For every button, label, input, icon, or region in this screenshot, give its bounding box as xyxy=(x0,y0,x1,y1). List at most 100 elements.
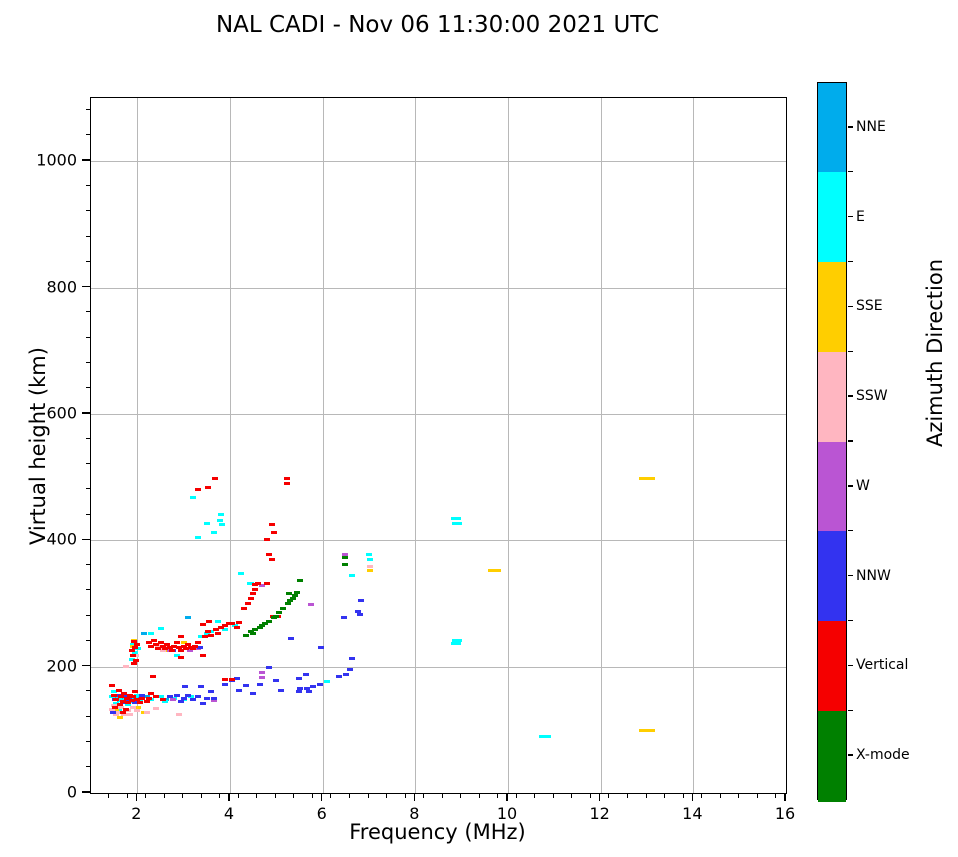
data-point-nnw xyxy=(222,682,229,686)
colorbar-segment-nnw xyxy=(818,531,846,622)
data-point-x-mode xyxy=(259,624,266,628)
data-point-nnw xyxy=(277,689,284,693)
data-point-vertical xyxy=(201,634,208,638)
data-point-e xyxy=(174,654,181,658)
y-minor-tick xyxy=(85,361,90,363)
y-minor-tick xyxy=(85,260,90,262)
data-point-w xyxy=(259,675,266,679)
x-minor-tick xyxy=(775,793,777,798)
data-point-sse xyxy=(487,569,501,573)
data-point-sse xyxy=(639,728,655,732)
data-point-nnw xyxy=(110,710,117,714)
data-point-e xyxy=(187,695,194,699)
data-point-vertical xyxy=(226,621,233,625)
data-point-vertical xyxy=(162,647,169,651)
data-point-e xyxy=(214,620,221,624)
data-point-vertical xyxy=(148,691,155,695)
data-point-ssw xyxy=(108,708,115,712)
x-minor-tick xyxy=(534,793,536,798)
data-point-nne xyxy=(185,616,192,620)
data-point-nnw xyxy=(243,684,250,688)
data-point-e xyxy=(129,643,136,647)
data-point-vertical xyxy=(134,697,141,701)
data-point-nnw xyxy=(303,686,310,690)
colorbar-tick-label: SSE xyxy=(856,298,883,315)
data-point-vertical xyxy=(180,644,187,648)
data-point-nnw xyxy=(180,696,187,700)
x-tick-label: 10 xyxy=(496,804,518,823)
data-point-vertical xyxy=(192,644,199,648)
x-minor-tick xyxy=(330,793,332,798)
data-point-nnw xyxy=(257,682,264,686)
data-point-sse xyxy=(639,477,655,481)
data-point-e xyxy=(203,632,210,636)
data-point-vertical xyxy=(215,632,222,636)
grid-line-y xyxy=(91,287,786,289)
data-point-e xyxy=(157,695,164,699)
data-point-e xyxy=(451,642,462,646)
data-point-vertical xyxy=(122,708,129,712)
data-point-nnw xyxy=(305,690,312,694)
data-point-vertical xyxy=(159,697,166,701)
colorbar-center-tick xyxy=(848,574,853,577)
y-tick-label: 200 xyxy=(46,656,77,676)
colorbar-boundary-tick xyxy=(848,619,853,622)
colorbar-title: Azimuth Direction xyxy=(923,258,947,448)
grid-line-x xyxy=(415,98,417,793)
data-point-vertical xyxy=(148,644,155,648)
data-point-vertical xyxy=(200,622,207,626)
colorbar-center-tick xyxy=(848,485,853,487)
data-point-vertical xyxy=(177,656,184,660)
x-minor-tick xyxy=(182,793,184,798)
data-point-x-mode xyxy=(273,614,280,618)
colorbar-center-tick xyxy=(848,754,853,756)
colorbar-tick-label: E xyxy=(856,208,865,225)
y-tick xyxy=(82,159,90,161)
data-point-e xyxy=(452,521,463,525)
data-point-x-mode xyxy=(243,633,250,637)
data-point-ssw xyxy=(152,707,159,711)
x-tick-label: 4 xyxy=(223,804,235,823)
data-point-nnw xyxy=(122,693,129,697)
x-tick-label: 16 xyxy=(774,804,796,823)
data-point-vertical xyxy=(138,696,145,700)
y-minor-tick xyxy=(85,134,90,136)
data-point-nnw xyxy=(335,675,342,679)
x-minor-tick xyxy=(311,793,313,798)
data-point-vertical xyxy=(132,658,139,662)
data-point-vertical xyxy=(145,641,152,645)
data-point-ssw xyxy=(176,712,183,716)
x-tick-label: 8 xyxy=(409,804,420,823)
chart-title: NAL CADI - Nov 06 11:30:00 2021 UTC xyxy=(215,12,660,38)
colorbar-boundary-tick xyxy=(848,440,853,442)
data-point-x-mode xyxy=(341,563,348,567)
x-tick xyxy=(228,793,230,802)
data-point-vertical xyxy=(283,477,290,481)
data-point-nnw xyxy=(132,701,139,705)
x-minor-tick xyxy=(293,793,295,798)
x-tick xyxy=(598,793,601,802)
data-point-nnw xyxy=(173,693,180,697)
y-minor-tick xyxy=(85,311,90,313)
colorbar-center-tick xyxy=(848,664,853,667)
data-point-nnw xyxy=(233,676,240,680)
colorbar-segment-nne xyxy=(818,83,846,174)
data-point-nnw xyxy=(197,684,204,688)
data-point-nnw xyxy=(166,695,173,699)
data-point-vertical xyxy=(195,488,202,492)
data-point-e xyxy=(324,680,331,684)
data-point-e xyxy=(135,647,142,651)
data-point-e xyxy=(128,657,135,661)
data-point-ssw xyxy=(366,565,373,569)
data-point-vertical xyxy=(111,693,118,697)
data-point-e xyxy=(210,530,217,534)
data-point-e xyxy=(222,628,229,632)
data-point-nnw xyxy=(273,679,280,683)
data-point-nnw xyxy=(342,673,349,677)
x-tick-label: 12 xyxy=(589,804,610,823)
y-minor-tick xyxy=(85,639,90,641)
data-point-vertical xyxy=(268,557,275,561)
x-tick xyxy=(320,793,323,802)
data-point-nnw xyxy=(250,691,257,695)
data-point-vertical xyxy=(229,677,236,681)
